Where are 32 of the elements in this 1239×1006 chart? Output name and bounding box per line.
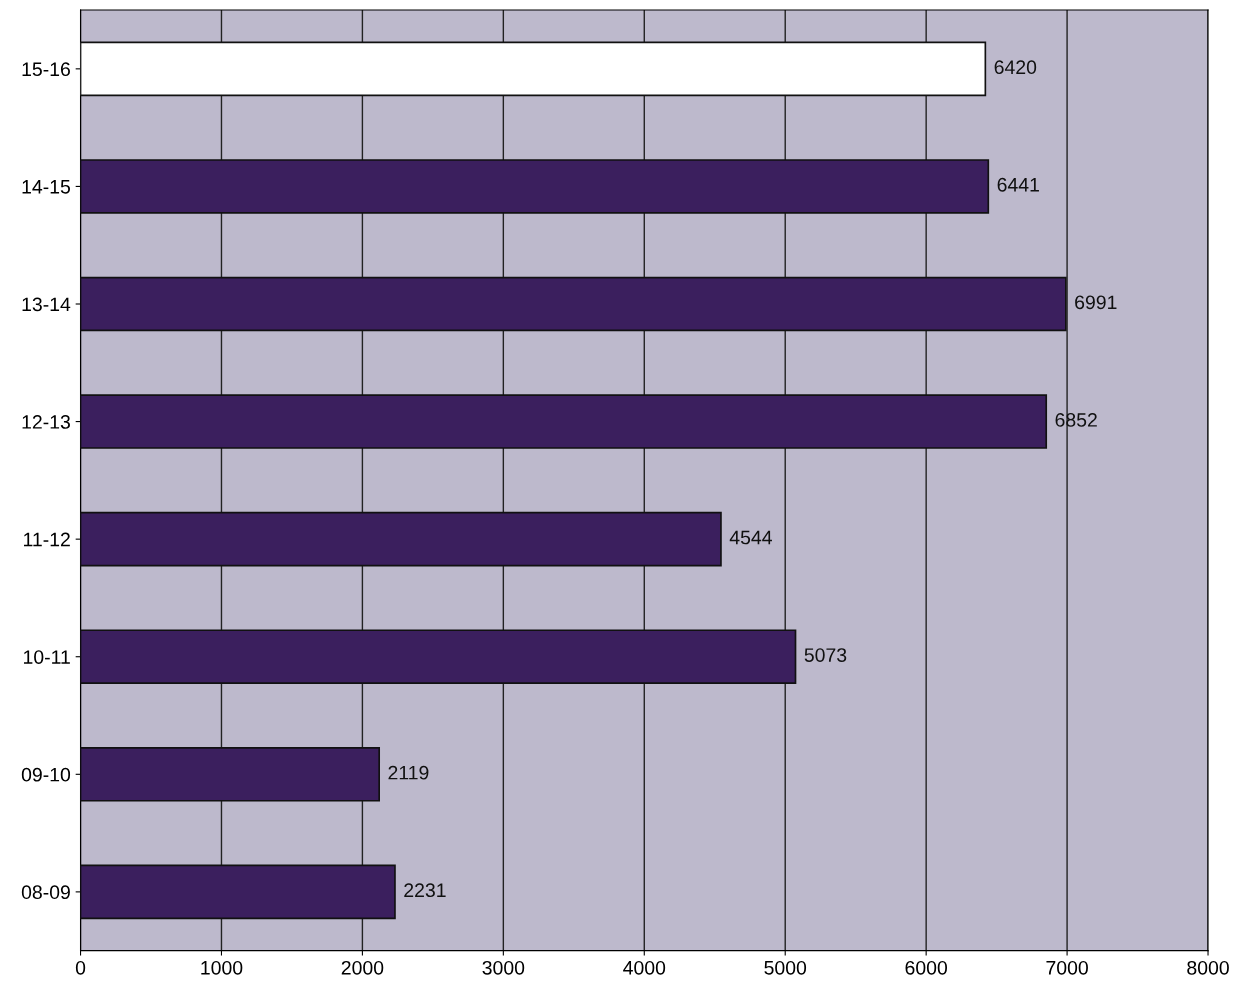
data-label: 6420	[994, 60, 1037, 75]
y-tick-label: 08-09	[21, 885, 70, 900]
data-label: 2231	[404, 883, 446, 898]
bar	[80, 159, 990, 214]
data-label: 6441	[997, 177, 1039, 192]
bar	[80, 394, 1048, 449]
x-tick-label: 5000	[764, 960, 807, 975]
y-tick-label: 11-12	[24, 532, 70, 547]
x-tick-label: 1000	[201, 960, 243, 975]
y-tick-label: 13-14	[22, 297, 71, 312]
bar	[80, 41, 987, 97]
bar	[80, 747, 381, 802]
data-label: 5073	[804, 648, 847, 662]
y-tick-label: 10-11	[24, 650, 70, 664]
x-tick-label: 7000	[1046, 960, 1088, 975]
bar	[80, 864, 396, 920]
x-tick-label: 2000	[341, 960, 384, 975]
y-tick-label: 09-10	[21, 767, 71, 782]
x-tick-label: 0	[75, 960, 86, 975]
y-tick-label: 12-13	[22, 415, 70, 429]
y-tick-label: 15-16	[22, 62, 70, 77]
data-label: 6991	[1075, 295, 1117, 310]
data-label: 2119	[388, 765, 429, 780]
data-label: 4544	[729, 530, 772, 545]
y-tick-label: 14-15	[22, 180, 70, 194]
x-tick-label: 8000	[1187, 960, 1229, 975]
x-tick-label: 6000	[905, 960, 948, 975]
bar	[80, 629, 797, 685]
bar	[80, 276, 1067, 332]
x-tick-label: 4000	[623, 960, 666, 975]
x-tick-label: 3000	[482, 960, 525, 975]
bar	[80, 511, 722, 567]
